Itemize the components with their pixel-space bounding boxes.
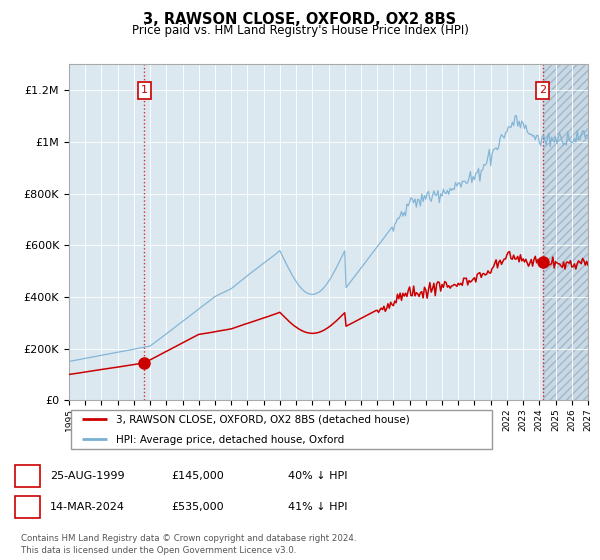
Text: 25-AUG-1999: 25-AUG-1999 — [50, 471, 124, 481]
Bar — [544, 64, 588, 400]
Text: HPI: Average price, detached house, Oxford: HPI: Average price, detached house, Oxfo… — [116, 435, 344, 445]
Text: 14-MAR-2024: 14-MAR-2024 — [49, 502, 125, 512]
Text: 3, RAWSON CLOSE, OXFORD, OX2 8BS (detached house): 3, RAWSON CLOSE, OXFORD, OX2 8BS (detach… — [116, 415, 410, 424]
Text: 2: 2 — [24, 502, 31, 512]
Text: 2: 2 — [539, 85, 546, 95]
Text: Contains HM Land Registry data © Crown copyright and database right 2024.
This d: Contains HM Land Registry data © Crown c… — [21, 534, 356, 555]
Text: 40% ↓ HPI: 40% ↓ HPI — [288, 471, 348, 481]
Text: 41% ↓ HPI: 41% ↓ HPI — [288, 502, 348, 512]
Text: £535,000: £535,000 — [172, 502, 224, 512]
Text: 1: 1 — [24, 471, 31, 481]
Text: £145,000: £145,000 — [172, 471, 224, 481]
Text: Price paid vs. HM Land Registry's House Price Index (HPI): Price paid vs. HM Land Registry's House … — [131, 24, 469, 38]
Text: 1: 1 — [141, 85, 148, 95]
FancyBboxPatch shape — [71, 410, 492, 449]
Text: 3, RAWSON CLOSE, OXFORD, OX2 8BS: 3, RAWSON CLOSE, OXFORD, OX2 8BS — [143, 12, 457, 27]
